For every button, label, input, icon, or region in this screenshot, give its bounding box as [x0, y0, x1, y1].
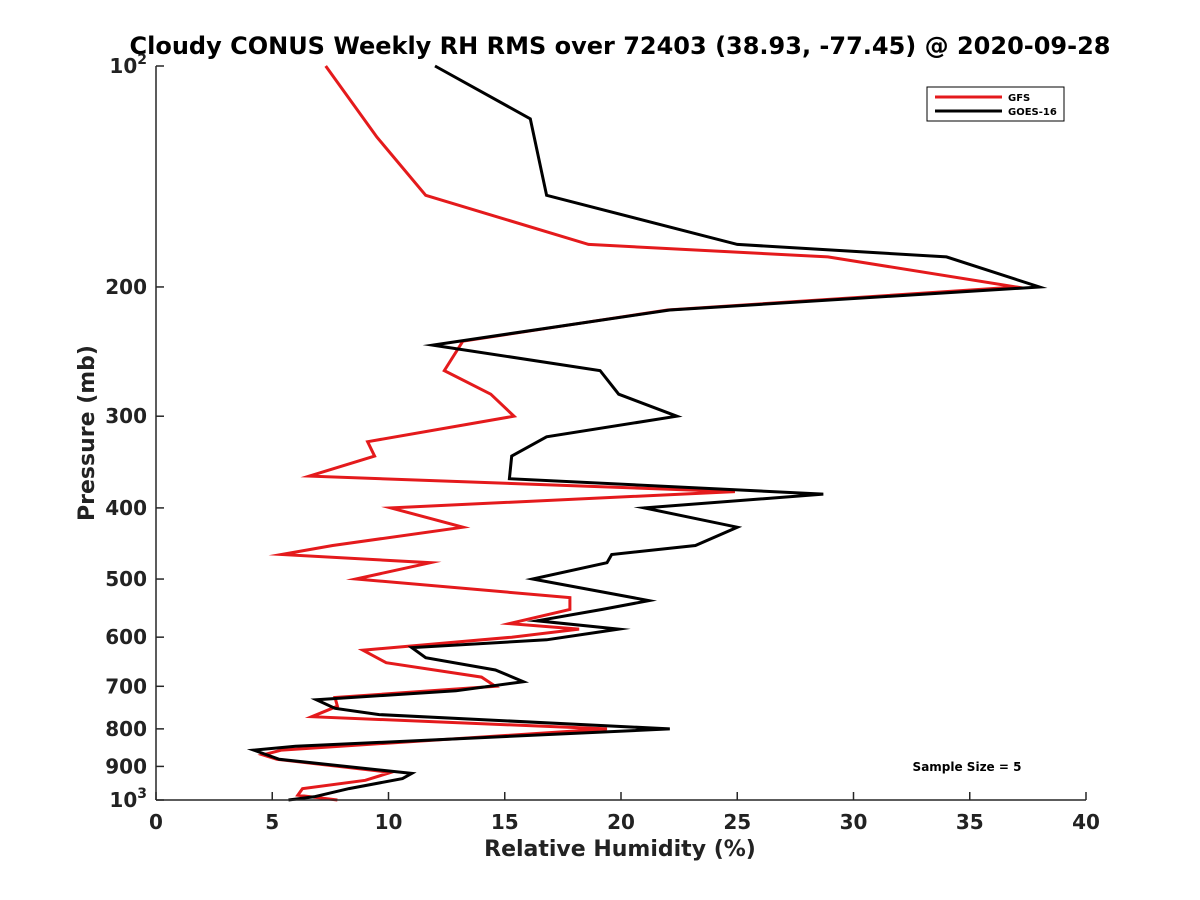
- x-tick-label: 35: [956, 810, 984, 834]
- y-tick-label: 103: [109, 786, 147, 812]
- y-tick-label: 600: [105, 625, 147, 649]
- sample-size-annotation: Sample Size = 5: [913, 760, 1022, 774]
- y-tick-label: 800: [105, 717, 147, 741]
- x-tick-label: 0: [149, 810, 163, 834]
- x-tick-label: 40: [1072, 810, 1100, 834]
- y-tick-label: 200: [105, 275, 147, 299]
- y-tick-exponent: 3: [137, 786, 147, 802]
- y-tick-label: 102: [109, 52, 147, 78]
- series-line-gfs: [257, 65, 1030, 802]
- x-tick-label: 25: [723, 810, 751, 834]
- x-tick-label: 15: [491, 810, 519, 834]
- legend-box: [926, 86, 1065, 122]
- series-line-goes-16: [246, 64, 1048, 802]
- y-axis-label: Pressure (mb): [75, 345, 100, 521]
- series-layer: [246, 64, 1048, 802]
- legend-label: GOES-16: [1008, 107, 1057, 118]
- y-tick-base: 10: [109, 54, 137, 78]
- x-axis-label: Relative Humidity (%): [484, 837, 756, 862]
- y-tick-label: 900: [105, 754, 147, 778]
- x-ticks: 0 5 10 15 20 25 30 35 40: [149, 792, 1100, 834]
- x-tick-label: 10: [375, 810, 403, 834]
- y-tick-label: 500: [105, 567, 147, 591]
- legend-label: GFS: [1008, 93, 1030, 104]
- legend: GFS GOES-16: [926, 86, 1065, 122]
- x-tick-label: 30: [840, 810, 868, 834]
- x-tick-label: 20: [607, 810, 635, 834]
- x-tick-label: 5: [265, 810, 279, 834]
- y-tick-label: 400: [105, 496, 147, 520]
- chart-title: Cloudy CONUS Weekly RH RMS over 72403 (3…: [130, 32, 1111, 60]
- y-tick-exponent: 2: [137, 52, 147, 68]
- y-tick-label: 300: [105, 404, 147, 428]
- y-tick-label: 700: [105, 674, 147, 698]
- y-tick-base: 10: [109, 788, 137, 812]
